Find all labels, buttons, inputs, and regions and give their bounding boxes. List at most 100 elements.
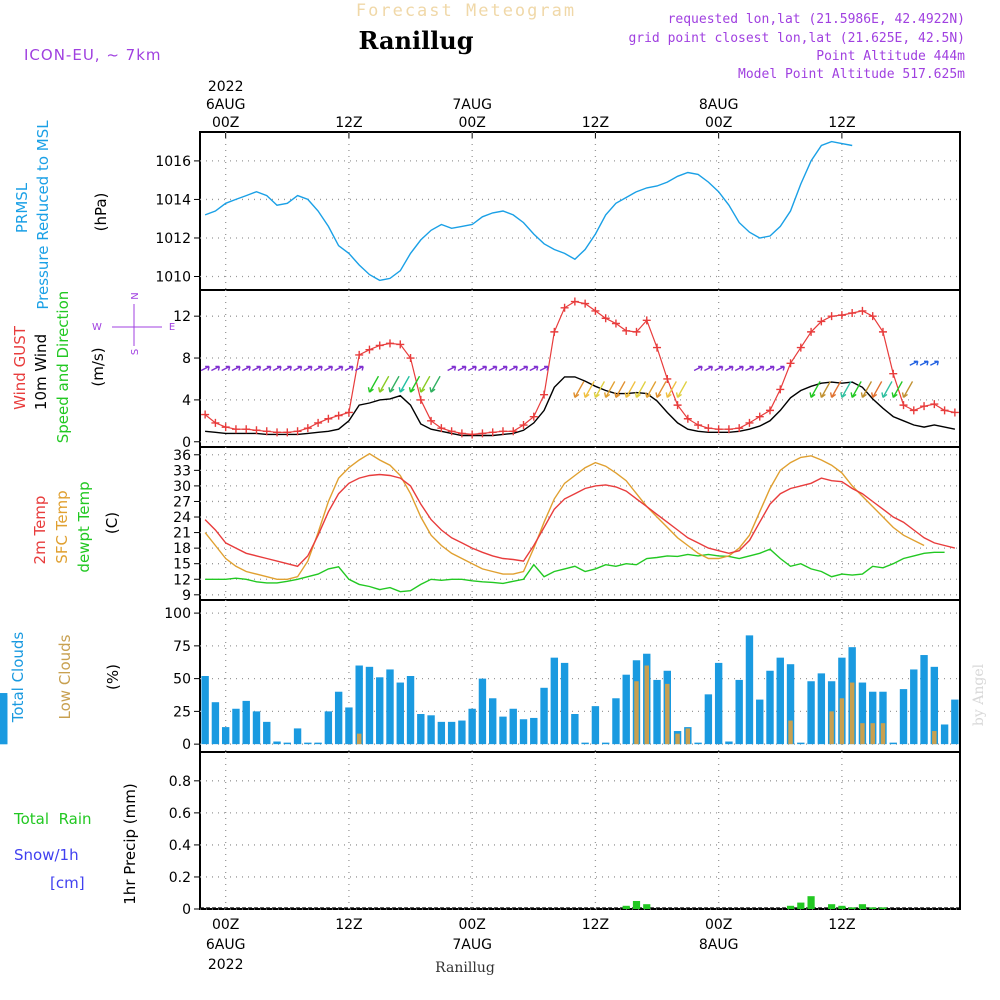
total-cloud-bar xyxy=(591,706,600,745)
low-cloud-bar xyxy=(675,733,680,745)
wind-direction-arrow xyxy=(457,365,467,372)
wind-direction-arrow xyxy=(809,381,821,398)
gust-marker xyxy=(540,390,549,399)
low-cloud-bar xyxy=(665,683,670,745)
top-axis-label: 00Z xyxy=(705,115,732,131)
temperature-ytick-label: 12 xyxy=(173,572,191,588)
total-cloud-bar xyxy=(273,741,281,745)
gust-marker xyxy=(950,408,959,417)
pressure-ytick-label: 1014 xyxy=(155,192,191,208)
bottom-time-axis: 00Z 6AUG 2022 12Z 00Z 7AUG 12Z 00Z 8AUG 12Z xyxy=(206,917,856,973)
precipitation-ytick-label: 0.4 xyxy=(169,838,191,854)
total-cloud-bar xyxy=(530,717,538,745)
gust-marker xyxy=(498,427,507,436)
cloud-low-label: Low Clouds xyxy=(56,634,74,719)
gust-marker xyxy=(663,374,672,383)
clouds-ytick-label: 100 xyxy=(164,606,191,622)
rain-bar xyxy=(632,900,641,909)
wind-direction-arrow xyxy=(508,365,518,372)
wind-direction-arrow xyxy=(252,365,262,372)
gust-marker xyxy=(211,418,220,427)
wind-direction-arrow xyxy=(645,381,657,398)
gust-marker xyxy=(817,317,826,326)
wind-labels: Wind GUST 10m Wind Speed and Direction (… xyxy=(11,291,175,444)
total-cloud-bar xyxy=(540,687,548,745)
total-cloud-bar xyxy=(252,711,261,745)
rain-label: Total Rain xyxy=(13,810,92,828)
total-cloud-bar xyxy=(869,691,877,745)
rain-bar xyxy=(786,905,795,909)
total-cloud-bar xyxy=(519,719,528,745)
temperature-ytick-label: 33 xyxy=(173,463,191,479)
total-cloud-bar xyxy=(376,677,384,745)
gust-marker xyxy=(909,406,918,415)
total-cloud-bar xyxy=(365,666,374,745)
wind-direction-arrow xyxy=(624,381,636,398)
temperature-ytick-label: 27 xyxy=(173,494,191,510)
wind-direction-arrow xyxy=(829,381,842,398)
wind-10m-label: 10m Wind xyxy=(32,334,50,410)
wind-direction-arrow xyxy=(655,381,667,398)
precipitation-ytick-label: 0.2 xyxy=(169,870,191,886)
total-cloud-bar xyxy=(334,691,343,745)
wind-direction-arrow xyxy=(881,381,893,398)
wind-direction-arrow xyxy=(901,381,914,398)
model-altitude: Model Point Altitude 517.625m xyxy=(738,67,965,82)
pressure-ytick-label: 1010 xyxy=(155,270,191,286)
rain-bar xyxy=(879,907,887,909)
low-cloud-bar xyxy=(356,733,362,745)
precipitation-panel: 0 0.2 0.4 0.6 0.8 xyxy=(169,751,961,918)
gust-marker xyxy=(262,427,271,436)
gust-marker xyxy=(283,428,292,437)
gust-marker xyxy=(632,327,641,336)
total-cloud-bar xyxy=(263,721,271,745)
total-cloud-bar xyxy=(437,721,446,745)
clouds-ytick-label: 50 xyxy=(173,672,191,688)
total-cloud-bar xyxy=(283,742,291,745)
top-axis-label: 8AUG xyxy=(699,97,739,113)
temperature-ytick-label: 30 xyxy=(173,479,191,495)
wind-direction-arrow xyxy=(665,381,677,398)
gust-marker xyxy=(273,428,282,437)
gust-marker xyxy=(252,426,261,435)
compass-rose: W E N S xyxy=(92,292,175,355)
gust-marker xyxy=(868,312,877,321)
low-cloud-bar xyxy=(829,711,834,745)
bottom-axis-label: 2022 xyxy=(208,957,244,973)
rain-bar xyxy=(848,907,856,909)
gust-marker xyxy=(242,425,251,434)
wind-direction-arrow xyxy=(871,381,883,398)
bottom-axis-label: 00Z xyxy=(705,917,732,933)
total-cloud-bar xyxy=(735,679,743,745)
precipitation-ytick-label: 0.6 xyxy=(169,806,191,822)
gust-marker xyxy=(878,327,887,336)
total-cloud-bar xyxy=(899,689,908,745)
compass-south: S xyxy=(130,349,141,355)
wind-gust-line xyxy=(204,300,956,436)
wind-direction-arrow xyxy=(398,375,410,393)
gust-marker xyxy=(796,343,805,352)
total-cloud-bar xyxy=(889,742,897,745)
wind-direction-arrow xyxy=(765,365,775,372)
total-cloud-bar xyxy=(858,682,867,745)
total-cloud-bar xyxy=(940,724,949,745)
temperature-ytick-label: 24 xyxy=(173,510,191,526)
wind-direction-arrow xyxy=(919,360,929,366)
gust-marker xyxy=(303,424,312,433)
total-cloud-bar xyxy=(766,670,774,745)
wind-direction-arrow xyxy=(603,381,616,398)
total-cloud-bar xyxy=(797,742,805,745)
gust-marker xyxy=(416,395,425,404)
wind-direction-arrow xyxy=(447,365,457,372)
total-cloud-bar xyxy=(386,669,394,745)
gust-marker xyxy=(447,427,456,436)
snow-unit: [cm] xyxy=(50,874,85,892)
dewpoint-line xyxy=(205,548,945,593)
wind-direction-arrow xyxy=(614,381,626,398)
gust-marker xyxy=(581,299,590,308)
footer-location: Ranillug xyxy=(435,960,495,976)
gust-marker xyxy=(529,412,538,421)
low-cloud-bar xyxy=(849,682,855,745)
gust-marker xyxy=(334,411,343,420)
